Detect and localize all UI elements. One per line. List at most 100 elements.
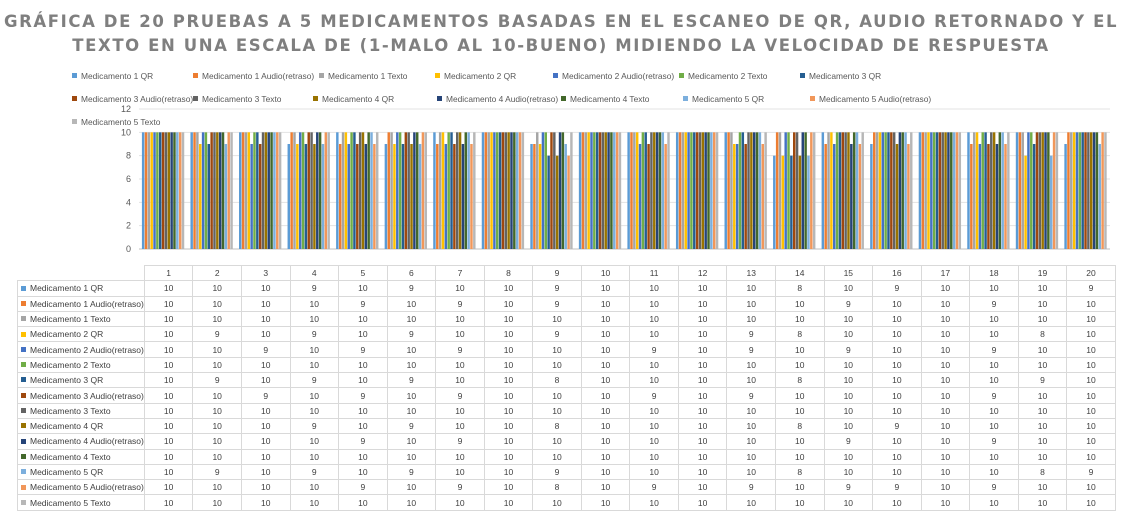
bar-series-8-test-7 xyxy=(453,144,456,249)
table-cell: 9 xyxy=(435,387,485,404)
table-cell: 10 xyxy=(629,402,679,419)
bar-series-1-test-1 xyxy=(141,132,145,249)
legend-item: Medicamento 5 Audio(retraso) xyxy=(810,94,931,104)
bar-series-13-test-3 xyxy=(273,132,276,249)
bar-series-3-test-14 xyxy=(778,132,782,249)
bar-series-7-test-16 xyxy=(887,132,890,249)
table-cell: 10 xyxy=(580,479,631,496)
x-tick-label: 9 xyxy=(532,264,582,282)
bar-series-1-test-18 xyxy=(967,132,970,249)
table-legend-key xyxy=(21,346,26,352)
table-row-header: Medicamento 2 Audio(retraso) xyxy=(17,341,145,358)
bar-series-5-test-3 xyxy=(250,144,253,249)
bar-series-2-test-1 xyxy=(144,132,148,249)
table-cell: 8 xyxy=(774,326,825,343)
bar-series-13-test-5 xyxy=(370,132,373,249)
table-cell: 9 xyxy=(386,326,437,343)
table-cell: 10 xyxy=(338,356,388,374)
bar-series-10-test-7 xyxy=(458,132,462,249)
table-cell: 10 xyxy=(629,310,679,328)
bar-series-12-test-7 xyxy=(464,132,467,249)
table-cell: 10 xyxy=(435,356,485,374)
legend-item: Medicamento 3 Audio(retraso) xyxy=(72,94,193,104)
bar-series-9-test-9 xyxy=(553,132,556,249)
bar-series-13-test-13 xyxy=(758,132,762,249)
table-cell: 9 xyxy=(823,479,874,496)
table-cell: 10 xyxy=(338,326,388,343)
table-cell: 10 xyxy=(774,295,825,312)
bar-series-4-test-3 xyxy=(247,132,251,249)
bar-series-2-test-19 xyxy=(1018,132,1022,249)
table-cell: 10 xyxy=(872,433,922,450)
bar-series-1-test-19 xyxy=(1015,132,1019,249)
table-cell: 10 xyxy=(969,463,1019,481)
table-cell: 9 xyxy=(629,479,679,496)
legend-swatch xyxy=(435,73,440,78)
legend-item: Medicamento 2 Audio(retraso) xyxy=(553,71,679,81)
table-cell: 10 xyxy=(920,387,971,404)
table-cell: 10 xyxy=(289,341,340,358)
table-series-name: Medicamento 4 QR xyxy=(30,421,104,432)
legend-label: Medicamento 4 Texto xyxy=(570,93,650,104)
table-cell: 10 xyxy=(969,402,1019,419)
bar-series-5-test-18 xyxy=(978,144,982,249)
legend-label: Medicamento 5 Texto xyxy=(81,116,161,127)
table-cell: 9 xyxy=(192,372,242,389)
table-cell: 10 xyxy=(435,448,485,465)
table-cell: 10 xyxy=(240,402,291,419)
chart-title-line-1: GRÁFICA DE 20 PRUEBAS A 5 MEDICAMENTOS B… xyxy=(3,12,1119,31)
table-legend-key xyxy=(21,453,26,459)
table-cell: 10 xyxy=(872,448,922,465)
table-cell: 10 xyxy=(677,433,728,450)
table-cell: 10 xyxy=(386,341,437,358)
table-cell: 10 xyxy=(143,387,194,404)
table-cell: 10 xyxy=(435,326,485,343)
table-row: Medicamento 4 Texto 10 10 10 10 10 10 10 10 10 10 1… xyxy=(17,448,1116,465)
table-cell: 10 xyxy=(920,402,971,419)
bar-series-8-test-19 xyxy=(1035,132,1039,249)
legend-swatch xyxy=(72,96,77,101)
table-cell: 10 xyxy=(435,417,485,435)
table-cell: 10 xyxy=(774,356,825,374)
bar-series-12-test-6 xyxy=(415,132,419,249)
table-cell: 10 xyxy=(435,372,485,389)
legend-label: Medicamento 2 Audio(retraso) xyxy=(562,70,675,81)
table-series-name: Medicamento 1 QR xyxy=(30,283,104,294)
table-row: Medicamento 5 Texto 10 10 10 10 10 10 10 10 10 10 1… xyxy=(17,494,1116,511)
bar-series-6-test-20 xyxy=(1078,132,1082,249)
bar-series-15-test-15 xyxy=(861,132,864,249)
bar-series-14-test-2 xyxy=(227,132,230,249)
bar-series-7-test-12 xyxy=(693,132,696,249)
table-cell: 10 xyxy=(677,356,728,374)
table-cell: 10 xyxy=(240,433,291,450)
table-cell: 10 xyxy=(1017,341,1068,358)
bar-series-13-test-20 xyxy=(1098,144,1101,249)
table-cell: 10 xyxy=(338,463,388,481)
x-tick-label: 14 xyxy=(774,264,825,282)
gridlines xyxy=(139,108,1110,250)
table-cell: 10 xyxy=(920,448,971,465)
legend-swatch xyxy=(437,96,442,101)
table-cell: 10 xyxy=(580,433,631,450)
legend-swatch xyxy=(193,73,198,78)
table-cell: 10 xyxy=(1017,448,1068,465)
table-cell: 10 xyxy=(726,356,776,374)
table-cell: 10 xyxy=(338,402,388,419)
table-cell: 10 xyxy=(483,387,534,404)
x-tick-label: 4 xyxy=(289,264,340,282)
bar-series-13-test-17 xyxy=(952,132,956,249)
table-cell: 10 xyxy=(629,326,679,343)
table-cell: 10 xyxy=(580,341,631,358)
table-cell: 10 xyxy=(1017,479,1068,496)
table-cell: 10 xyxy=(143,402,194,419)
bar-series-1-test-4 xyxy=(287,144,291,249)
table-cell: 10 xyxy=(435,280,485,297)
bar-series-7-test-2 xyxy=(207,144,210,249)
table-cell: 10 xyxy=(823,463,874,481)
table-cell: 10 xyxy=(872,463,922,481)
table-cell: 10 xyxy=(143,463,194,481)
table-cell: 10 xyxy=(1066,402,1116,419)
table-legend-key xyxy=(21,469,26,475)
table-cell: 10 xyxy=(580,387,631,404)
table-row: Medicamento 1 Audio(retraso) 10 10 10 10 9 10 9… xyxy=(17,295,1116,312)
